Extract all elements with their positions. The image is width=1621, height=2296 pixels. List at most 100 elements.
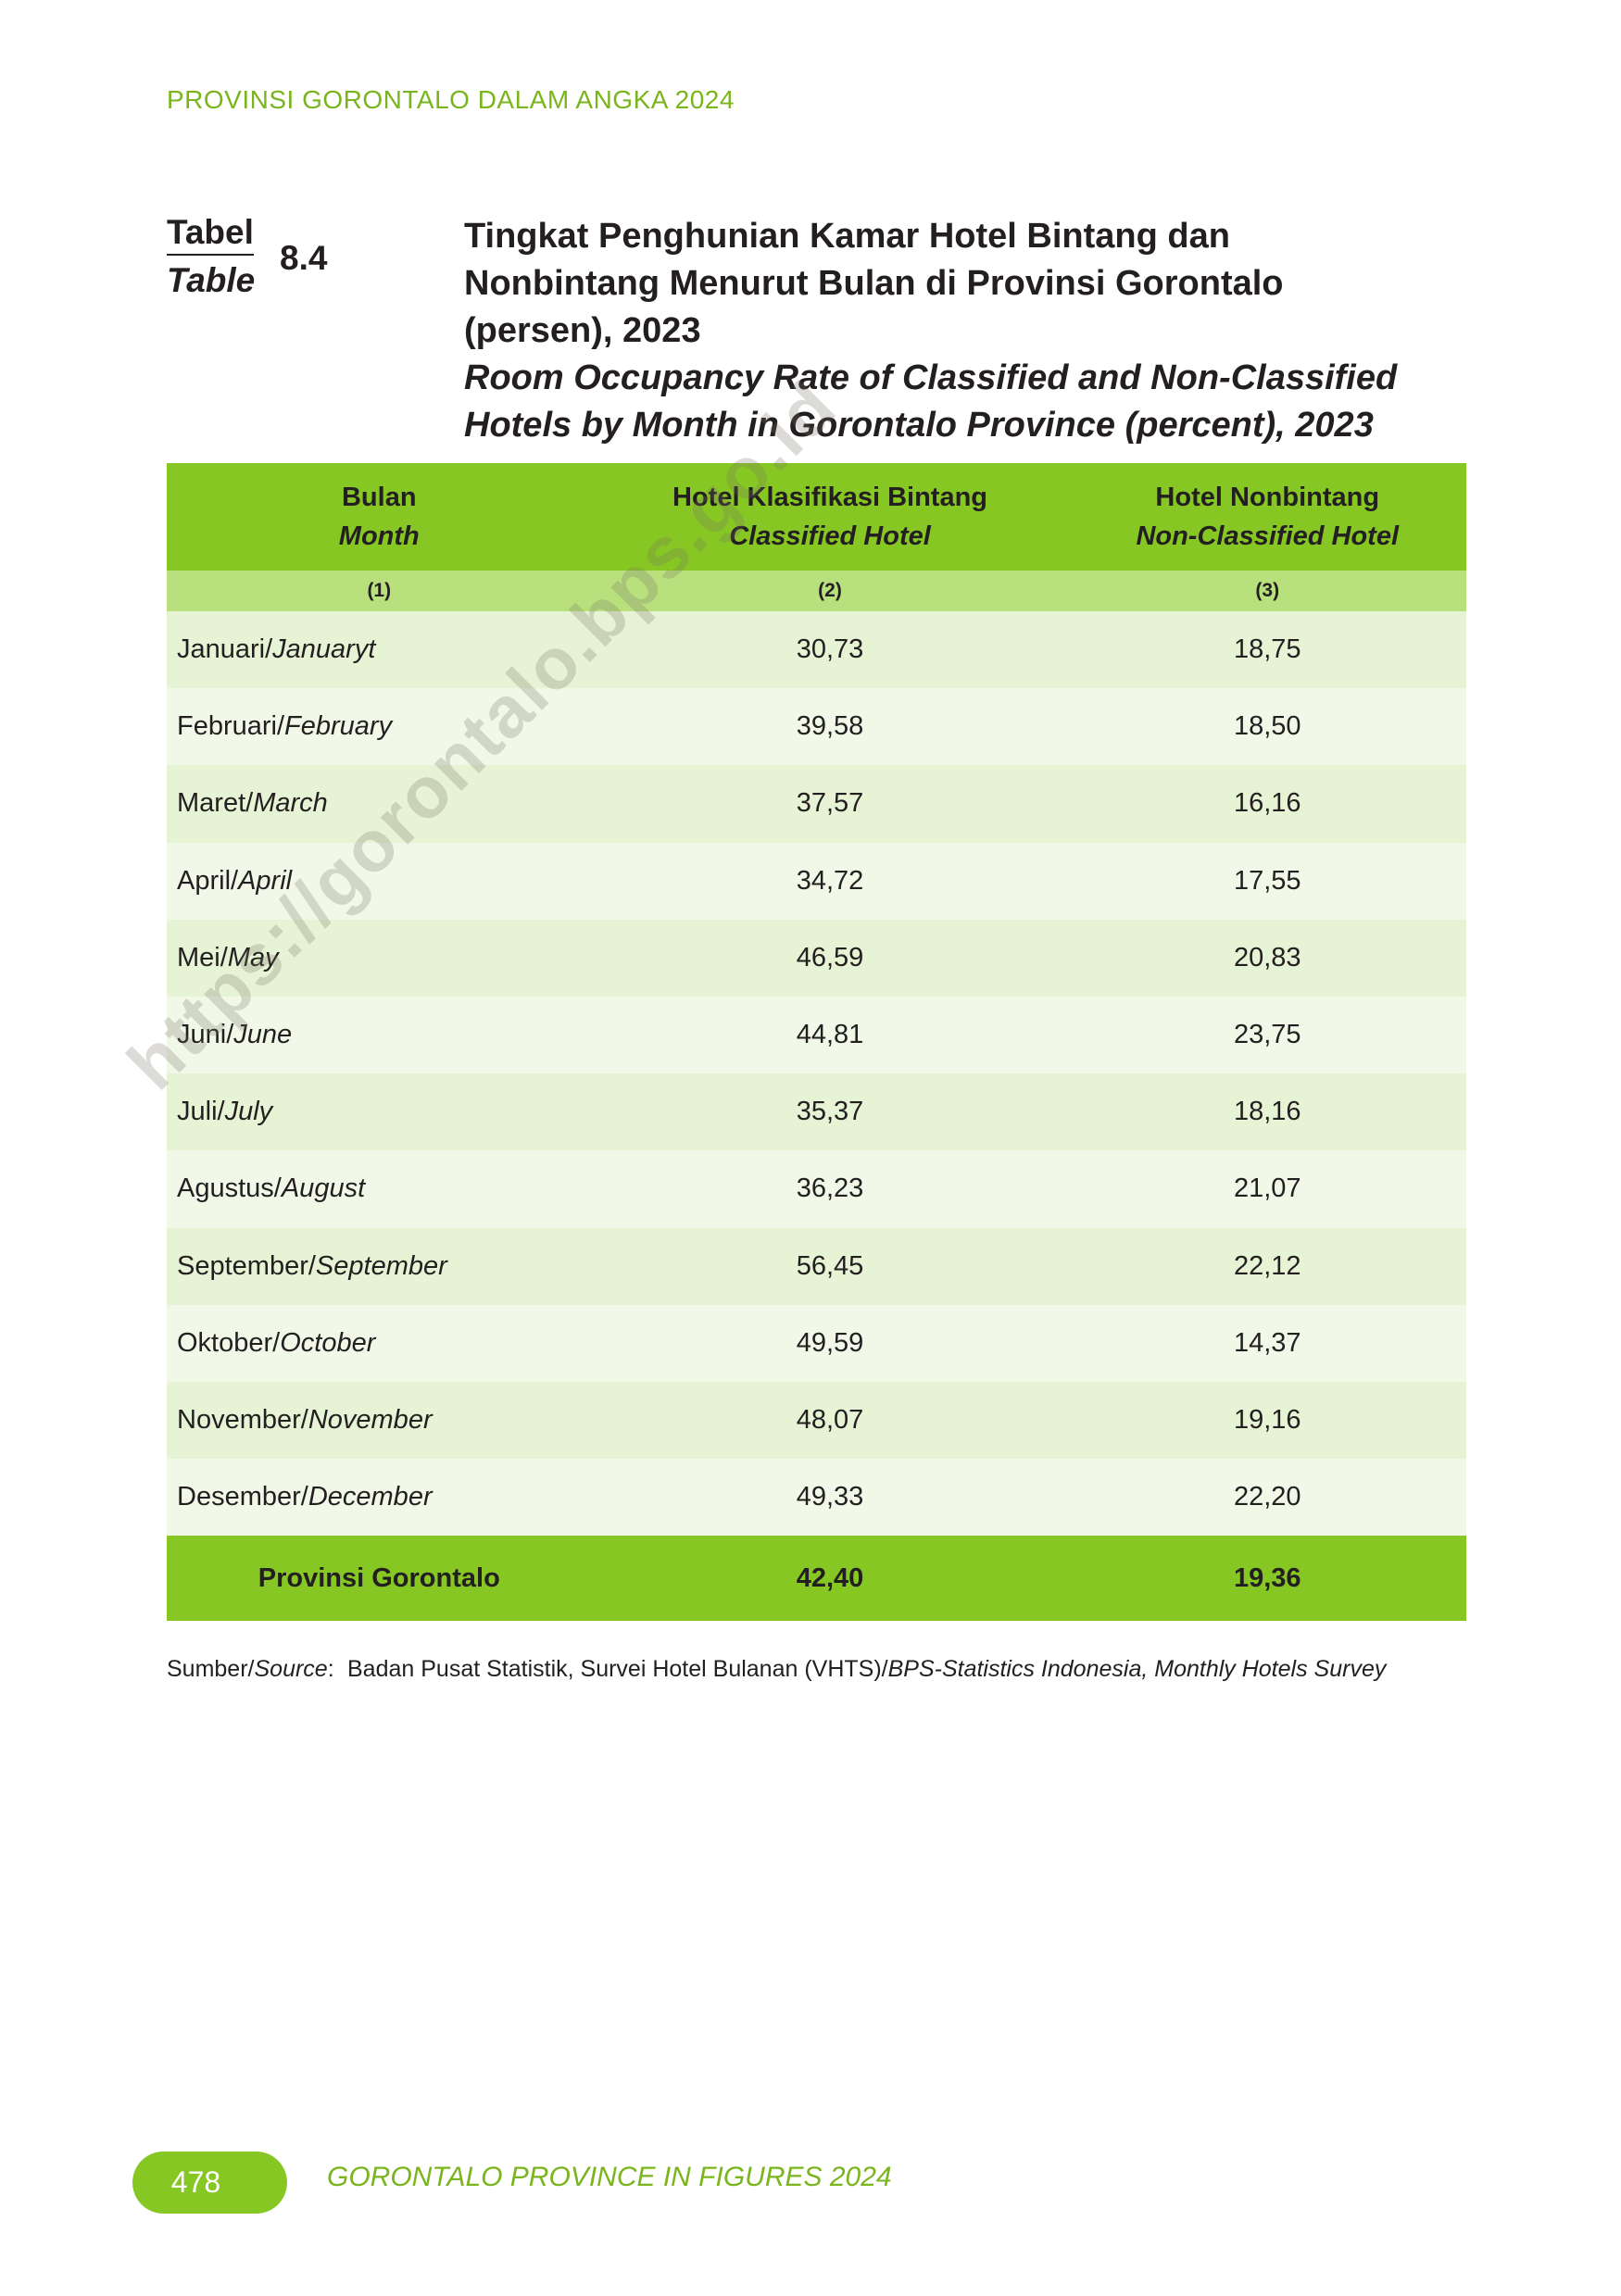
total-row: Provinsi Gorontalo 42,40 19,36 <box>167 1536 1466 1622</box>
value-cell: 44,81 <box>591 996 1069 1074</box>
total-value: 42,40 <box>591 1536 1069 1622</box>
value-cell: 18,50 <box>1068 688 1466 766</box>
value-cell: 49,33 <box>591 1459 1069 1537</box>
month-en: November <box>308 1404 433 1435</box>
title-line-id: Tingkat Penghunian Kamar Hotel Bintang d… <box>464 217 1230 256</box>
value-cell: 14,37 <box>1068 1304 1466 1382</box>
column-header-en: Month <box>338 521 420 551</box>
column-header-id: Hotel Klasifikasi Bintang <box>672 483 988 512</box>
value-cell: 39,58 <box>591 688 1069 766</box>
month-id: Februari/ <box>177 711 285 742</box>
data-table: Bulan Month Hotel Klasifikasi Bintang Class… <box>167 463 1466 1622</box>
header-row: Bulan Month Hotel Klasifikasi Bintang Class… <box>167 463 1466 571</box>
table-row: Oktober/October 49,59 14,37 <box>167 1304 1466 1382</box>
month-id: November/ <box>177 1404 308 1435</box>
value-cell: 21,07 <box>1068 1150 1466 1228</box>
value-cell: 16,16 <box>1068 765 1466 843</box>
total-label: Provinsi Gorontalo <box>167 1536 592 1622</box>
column-number: (3) <box>1068 571 1466 611</box>
month-id: Juni/ <box>177 1020 234 1050</box>
month-en: September <box>315 1250 447 1281</box>
month-cell: Juni/June <box>167 996 592 1074</box>
source-colon: : <box>327 1656 334 1682</box>
value-cell: 46,59 <box>591 919 1069 997</box>
table-row: Maret/March 37,57 16,16 <box>167 765 1466 843</box>
value-cell: 17,55 <box>1068 842 1466 920</box>
value-cell: 48,07 <box>591 1381 1069 1460</box>
column-header: Bulan Month <box>167 463 592 571</box>
month-en: July <box>224 1097 273 1127</box>
month-en: June <box>233 1020 293 1050</box>
column-header-id: Bulan <box>341 483 417 512</box>
month-cell: Januari/Januaryt <box>167 611 592 689</box>
month-id: Mei/ <box>177 942 228 972</box>
month-cell: Juli/July <box>167 1073 592 1151</box>
source-label-en: Source <box>254 1656 328 1682</box>
table-row: April/April 34,72 17,55 <box>167 842 1466 920</box>
source-text-id: Badan Pusat Statistik, Survei Hotel Bula… <box>347 1656 888 1682</box>
table-row: Februari/February 39,58 18,50 <box>167 688 1466 766</box>
title-line-id: Nonbintang Menurut Bulan di Provinsi Gor… <box>464 264 1284 303</box>
source-label-id: Sumber/ <box>167 1656 255 1682</box>
value-cell: 49,59 <box>591 1304 1069 1382</box>
column-header-id: Hotel Nonbintang <box>1155 483 1380 512</box>
column-header: Hotel Nonbintang Non-Classified Hotel <box>1068 463 1466 571</box>
month-cell: Februari/February <box>167 688 592 766</box>
column-header: Hotel Klasifikasi Bintang Classified Hote… <box>591 463 1069 571</box>
month-en: October <box>280 1327 376 1358</box>
table-row: Juni/June 44,81 23,75 <box>167 996 1466 1074</box>
total-value: 19,36 <box>1068 1536 1466 1622</box>
value-cell: 34,72 <box>591 842 1069 920</box>
value-cell: 37,57 <box>591 765 1069 843</box>
month-id: Maret/ <box>177 788 254 819</box>
month-cell: Desember/December <box>167 1459 592 1537</box>
column-number: (2) <box>591 571 1069 611</box>
title: Tingkat Penghunian Kamar Hotel Bintang d… <box>464 213 1483 449</box>
column-header-en: Non-Classified Hotel <box>1136 521 1400 551</box>
month-cell: Oktober/October <box>167 1304 592 1382</box>
month-en: May <box>227 942 279 972</box>
month-id: Oktober/ <box>177 1327 281 1358</box>
month-id: September/ <box>177 1250 316 1281</box>
month-id: Agustus/ <box>177 1173 282 1204</box>
month-en: February <box>284 711 393 742</box>
page-number: 478 <box>170 2165 221 2199</box>
table-row: Agustus/August 36,23 21,07 <box>167 1150 1466 1228</box>
value-cell: 22,12 <box>1068 1227 1466 1305</box>
value-cell: 36,23 <box>591 1150 1069 1228</box>
table-row: November/November 48,07 19,16 <box>167 1381 1466 1460</box>
value-cell: 20,83 <box>1068 919 1466 997</box>
month-id: Januari/ <box>177 634 273 665</box>
column-number: (1) <box>167 571 592 611</box>
month-cell: September/September <box>167 1227 592 1305</box>
value-cell: 56,45 <box>591 1227 1069 1305</box>
month-en: April <box>238 865 293 896</box>
table-row: Mei/May 46,59 20,83 <box>167 919 1466 997</box>
month-en: March <box>253 788 328 819</box>
column-number-row: (1) (2) (3) <box>167 571 1466 611</box>
footer-text: GORONTALO PROVINCE IN FIGURES 2024 <box>327 2162 892 2192</box>
running-head: PROVINSI GORONTALO DALAM ANGKA 2024 <box>167 85 735 114</box>
month-cell: Mei/May <box>167 919 592 997</box>
title-line-en: Hotels by Month in Gorontalo Province (p… <box>464 406 1374 445</box>
value-cell: 18,16 <box>1068 1073 1466 1151</box>
source: Sumber/Source: Badan Pusat Statistik, Sur… <box>167 1656 1386 1683</box>
source-text-en: BPS-Statistics Indonesia, Monthly Hotels… <box>887 1656 1387 1682</box>
month-id: Juli/ <box>177 1097 225 1127</box>
table-row: September/September 56,45 22,12 <box>167 1227 1466 1305</box>
source-label: Sumber/Source: <box>167 1656 347 1683</box>
month-en: August <box>281 1173 366 1204</box>
table-number: 8.4 <box>280 239 328 277</box>
title-line-id: (persen), 2023 <box>464 311 701 350</box>
page-number-pill: 478 <box>132 2152 287 2214</box>
month-en: Januaryt <box>272 634 376 665</box>
table-row: Januari/Januaryt 30,73 18,75 <box>167 611 1466 689</box>
title-line-en: Room Occupancy Rate of Classified and No… <box>464 358 1398 397</box>
month-id: Desember/ <box>177 1482 308 1512</box>
table-label-en: Table <box>167 261 256 299</box>
month-id: April/ <box>177 865 239 896</box>
month-cell: Maret/March <box>167 765 592 843</box>
table-label: Tabel <box>167 213 254 256</box>
month-cell: April/April <box>167 842 592 920</box>
